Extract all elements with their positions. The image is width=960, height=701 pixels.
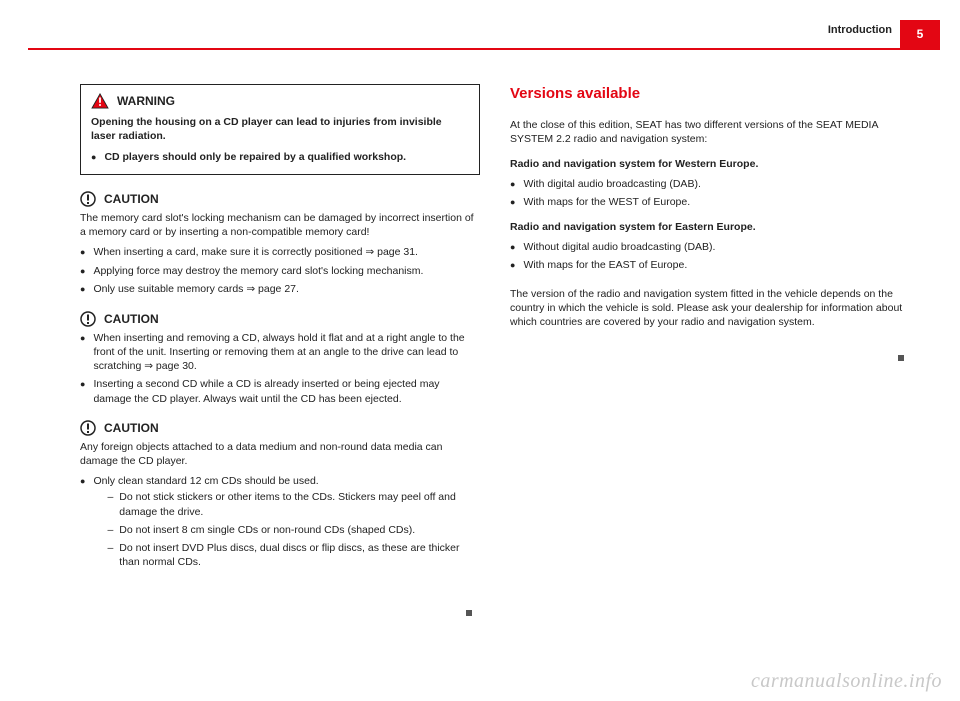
caution1-bullets: When inserting a card, make sure it is c… <box>80 245 480 296</box>
page-number: 5 <box>900 20 940 48</box>
caution1-bullet: When inserting a card, make sure it is c… <box>93 245 418 259</box>
group1-bullets: With digital audio broadcasting (DAB). W… <box>510 177 910 210</box>
caution2-bullet: When inserting and removing a CD, always… <box>93 331 480 374</box>
caution2-bullets: When inserting and removing a CD, always… <box>80 331 480 406</box>
caution3-dash: Do not insert DVD Plus discs, dual discs… <box>119 541 480 569</box>
caution3-bullet: Only clean standard 12 cm CDs should be … <box>93 475 318 487</box>
group1-bullet: With digital audio broadcasting (DAB). <box>523 177 700 191</box>
section-title: Introduction <box>828 24 892 36</box>
caution2-heading: CAUTION <box>80 311 480 327</box>
column-left: WARNING Opening the housing on a CD play… <box>80 80 480 577</box>
warning-triangle-icon <box>91 93 109 109</box>
caution3-dash: Do not insert 8 cm single CDs or non-rou… <box>119 523 415 537</box>
versions-heading: Versions available <box>510 84 910 104</box>
group2-bullet: With maps for the EAST of Europe. <box>523 258 687 272</box>
warning-bullets: CD players should only be repaired by a … <box>91 150 469 164</box>
caution-circle-icon <box>80 311 96 327</box>
section-end-marker-icon <box>466 610 472 616</box>
warning-text: Opening the housing on a CD player can l… <box>91 115 469 143</box>
section-end-marker-icon <box>898 355 904 361</box>
caution-circle-icon <box>80 420 96 436</box>
versions-outro: The version of the radio and navigation … <box>510 287 910 330</box>
header-rule <box>28 48 940 50</box>
warning-bullet: CD players should only be repaired by a … <box>104 150 406 164</box>
document-page: Introduction 5 WARNING Opening the housi… <box>0 0 960 701</box>
caution1-bullet: Only use suitable memory cards ⇒ page 27… <box>93 282 298 296</box>
warning-heading: WARNING <box>91 93 469 109</box>
group1-title: Radio and navigation system for Western … <box>510 157 910 171</box>
caution3-text: Any foreign objects attached to a data m… <box>80 440 480 468</box>
warning-label: WARNING <box>117 93 175 109</box>
caution1-text: The memory card slot's locking mechanism… <box>80 211 480 239</box>
versions-intro: At the close of this edition, SEAT has t… <box>510 118 910 146</box>
group2-bullets: Without digital audio broadcasting (DAB)… <box>510 240 910 273</box>
caution2-label: CAUTION <box>104 311 159 327</box>
group1-bullet: With maps for the WEST of Europe. <box>523 195 690 209</box>
warning-box: WARNING Opening the housing on a CD play… <box>80 84 480 175</box>
caution3-heading: CAUTION <box>80 420 480 436</box>
page-header: Introduction 5 <box>0 24 960 46</box>
caution3-dash: Do not stick stickers or other items to … <box>119 490 480 518</box>
caution1-label: CAUTION <box>104 191 159 207</box>
caution-circle-icon <box>80 191 96 207</box>
group2-title: Radio and navigation system for Eastern … <box>510 220 910 234</box>
caution2-bullet: Inserting a second CD while a CD is alre… <box>93 377 480 405</box>
group2-bullet: Without digital audio broadcasting (DAB)… <box>523 240 715 254</box>
caution3-bullets: Only clean standard 12 cm CDs should be … <box>80 474 480 573</box>
caution1-heading: CAUTION <box>80 191 480 207</box>
column-right: Versions available At the close of this … <box>510 80 910 335</box>
caution3-dashes: Do not stick stickers or other items to … <box>93 490 480 569</box>
caution1-bullet: Applying force may destroy the memory ca… <box>93 264 423 278</box>
caution3-label: CAUTION <box>104 420 159 436</box>
watermark-text: carmanualsonline.info <box>751 670 942 693</box>
